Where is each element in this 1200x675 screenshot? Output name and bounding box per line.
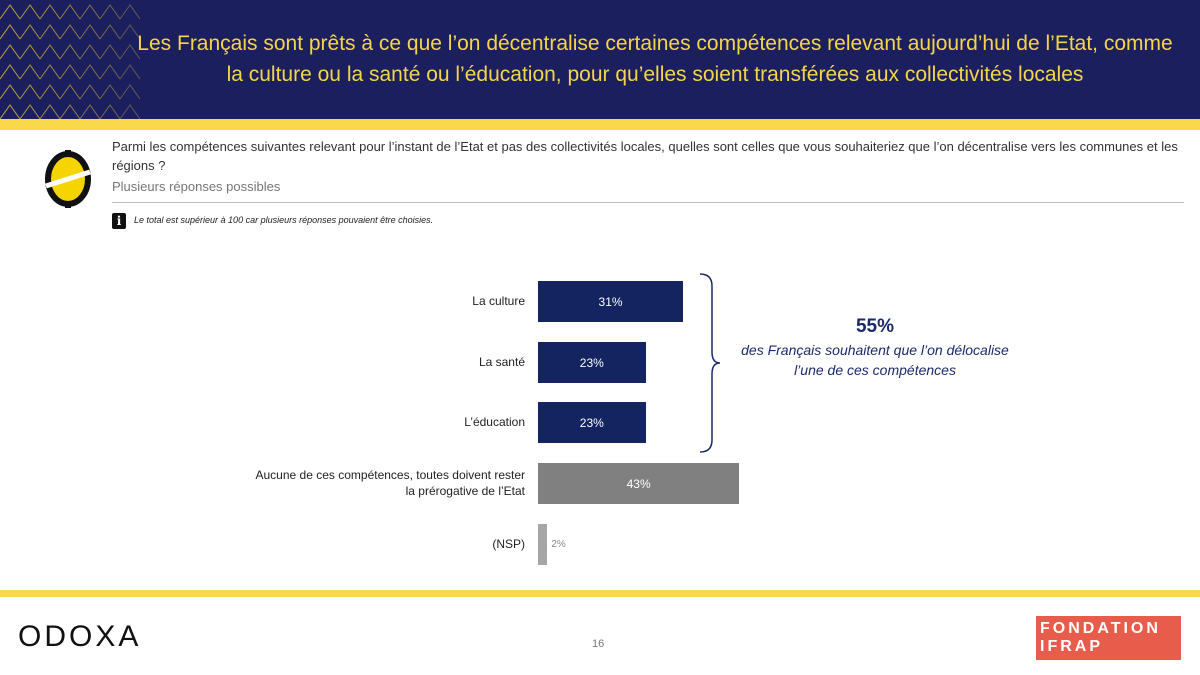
category-label: L’éducation: [464, 415, 525, 429]
bar: 31%: [538, 281, 684, 322]
top-divider: [0, 119, 1200, 130]
data-label: 2%: [551, 539, 566, 550]
category-label: Aucune de ces compétences, toutes doiven…: [255, 468, 526, 498]
info-icon: i: [112, 213, 126, 229]
header: Les Français sont prêts à ce que l’on dé…: [0, 0, 1200, 119]
ifrap-logo: FONDATION IFRAP: [1036, 616, 1181, 660]
data-label: 23%: [579, 355, 604, 370]
odoxa-logo: ODOXA: [18, 620, 142, 653]
callout-text: des Français souhaitent que l’on délocal…: [741, 342, 1009, 378]
data-label: 43%: [626, 476, 651, 491]
page-number: 16: [592, 638, 605, 650]
bottom-divider: [0, 590, 1200, 597]
data-label: 23%: [579, 415, 604, 430]
note-text: Le total est supérieur à 100 car plusieu…: [134, 215, 434, 225]
bar: 23%: [538, 342, 646, 383]
callout: 55% des Français souhaitent que l’on dél…: [740, 316, 1010, 380]
question-subtitle: Plusieurs réponses possibles: [112, 179, 281, 194]
page-title: Les Français sont prêts à ce que l’on dé…: [137, 32, 1173, 86]
category-label: La culture: [472, 294, 525, 308]
chevron-pattern: [0, 4, 140, 119]
category-label: La santé: [478, 355, 525, 369]
bar: 43%: [538, 463, 740, 504]
question-icon: [45, 150, 91, 208]
divider: [112, 202, 1184, 203]
bar: [538, 524, 548, 565]
logo-line: FONDATION: [1040, 620, 1161, 637]
brace-icon: [699, 273, 721, 453]
data-label: 31%: [598, 294, 623, 309]
logo-line: IFRAP: [1040, 638, 1103, 655]
category-label: (NSP): [492, 537, 525, 551]
question-text: Parmi les compétences suivantes relevant…: [112, 139, 1178, 173]
bar: 23%: [538, 402, 646, 443]
callout-value: 55%: [855, 316, 895, 337]
